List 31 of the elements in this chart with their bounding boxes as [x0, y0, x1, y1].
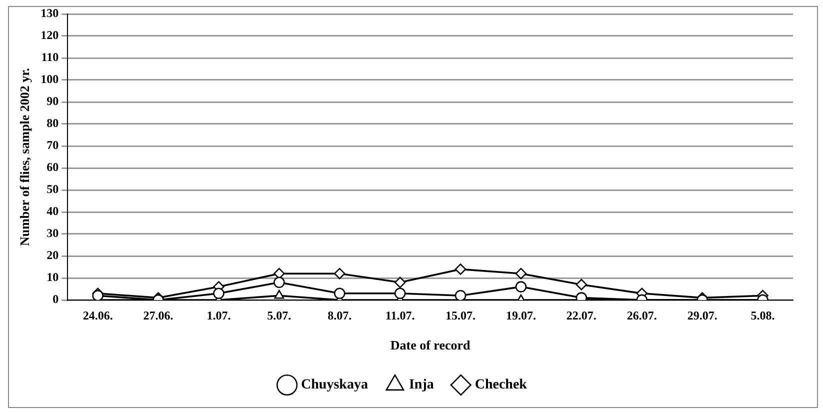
y-tick-label: 90 — [46, 94, 59, 108]
legend-label: Inja — [408, 378, 434, 393]
y-tick-label: 30 — [46, 226, 59, 240]
y-tick-label: 110 — [41, 50, 59, 64]
y-tick-label: 100 — [40, 72, 59, 86]
x-tick-label: 1.07. — [206, 308, 231, 322]
y-tick-label: 10 — [46, 270, 59, 284]
y-axis-title: Number of flies, sample 2002 yr. — [17, 68, 32, 246]
x-tick-label: 5.07. — [267, 308, 292, 322]
legend-label: Chuyskaya — [301, 378, 368, 393]
x-tick-label: 15.07. — [446, 308, 476, 322]
y-tick-label: 40 — [46, 204, 59, 218]
y-tick-label: 60 — [46, 160, 59, 174]
y-tick-label: 70 — [46, 138, 59, 152]
x-tick-label: 8.07. — [328, 308, 352, 322]
y-tick-label: 130 — [40, 6, 59, 20]
y-tick-label: 20 — [46, 248, 59, 262]
x-tick-label: 22.07. — [566, 308, 596, 322]
legend-label: Chechek — [474, 378, 528, 393]
x-tick-label: 24.06. — [82, 308, 113, 322]
x-tick-label: 5.08. — [750, 308, 775, 322]
x-tick-label: 26.07. — [626, 308, 657, 322]
x-tick-label: 19.07. — [506, 308, 536, 322]
x-tick-label: 27.06. — [143, 308, 174, 322]
x-tick-label: 29.07. — [687, 308, 718, 322]
y-tick-label: 80 — [46, 116, 59, 130]
x-tick-label: 11.07. — [385, 308, 415, 322]
y-tick-label: 0 — [52, 292, 59, 306]
x-axis-title: Date of record — [390, 338, 472, 353]
y-tick-label: 50 — [46, 182, 59, 196]
y-tick-label: 120 — [40, 28, 59, 42]
